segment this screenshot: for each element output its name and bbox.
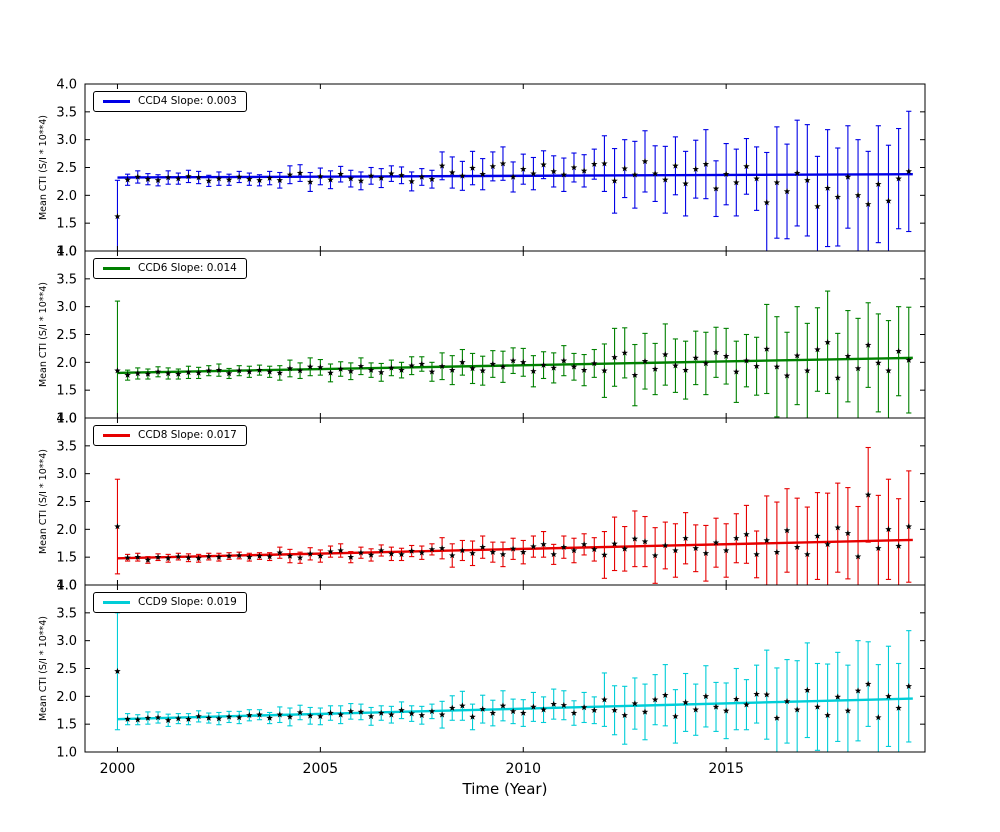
panel-ccd4 (114, 110, 913, 251)
y-tick-label: 1.0 (56, 579, 77, 594)
y-tick-label: 4.0 (56, 412, 77, 427)
y-axis-title: Mean CTI (S/I * 10**4) (38, 449, 49, 554)
x-tick-label: 2005 (303, 761, 339, 777)
fit-line-ccd8 (117, 538, 913, 560)
y-tick-label: 2.0 (56, 356, 77, 371)
y-tick-label: 3.0 (56, 300, 77, 315)
y-tick-label: 1.5 (56, 718, 77, 733)
fit-line-ccd9 (117, 697, 913, 721)
y-tick-label: 1.0 (56, 245, 77, 260)
x-tick-label: 2015 (708, 761, 744, 777)
y-tick-label: 2.5 (56, 495, 77, 510)
y-tick-label: 4.0 (56, 245, 77, 260)
y-tick-label: 3.0 (56, 133, 77, 148)
legend-ccd9: CCD9 Slope: 0.019 (93, 592, 247, 613)
x-axis-title: Time (Year) (462, 780, 548, 798)
y-tick-label: 3.5 (56, 439, 77, 454)
y-tick-label: 2.5 (56, 328, 77, 343)
y-tick-label: 1.5 (56, 384, 77, 399)
legend-label-ccd4: CCD4 Slope: 0.003 (138, 95, 237, 107)
legend-line-ccd9 (103, 600, 130, 604)
y-tick-label: 1.0 (56, 412, 77, 427)
legend-ccd8: CCD8 Slope: 0.017 (93, 425, 247, 446)
legend-line-ccd6 (103, 266, 130, 270)
legend-ccd6: CCD6 Slope: 0.014 (93, 258, 247, 279)
y-axis-title: Mean CTI (S/I * 10**4) (38, 282, 49, 387)
y-tick-label: 1.5 (56, 217, 77, 232)
legend-label-ccd9: CCD9 Slope: 0.019 (138, 596, 237, 608)
y-axis-title: Mean CTI (S/I * 10**4) (38, 115, 49, 220)
y-tick-label: 4.0 (56, 78, 77, 93)
y-tick-label: 2.0 (56, 523, 77, 538)
x-tick-label: 2000 (100, 761, 136, 777)
y-tick-label: 3.0 (56, 467, 77, 482)
panel-ccd9 (114, 612, 913, 752)
y-tick-label: 3.5 (56, 272, 77, 287)
legend-label-ccd8: CCD8 Slope: 0.017 (138, 429, 237, 441)
legend-ccd4: CCD4 Slope: 0.003 (93, 91, 247, 112)
y-axis-title: Mean CTI (S/I * 10**4) (38, 616, 49, 721)
y-tick-label: 3.0 (56, 634, 77, 649)
y-tick-label: 2.0 (56, 189, 77, 204)
legend-line-ccd4 (103, 99, 130, 103)
y-tick-label: 1.0 (56, 746, 77, 761)
panel-ccd8 (114, 446, 913, 585)
legend-line-ccd8 (103, 433, 130, 437)
y-tick-label: 1.5 (56, 551, 77, 566)
panel-ccd6 (114, 290, 913, 418)
fit-line-ccd4 (117, 172, 913, 179)
y-tick-label: 3.5 (56, 105, 77, 120)
y-tick-label: 2.0 (56, 690, 77, 705)
y-tick-label: 2.5 (56, 161, 77, 176)
legend-label-ccd6: CCD6 Slope: 0.014 (138, 262, 237, 274)
y-tick-label: 4.0 (56, 579, 77, 594)
x-tick-label: 2010 (505, 761, 541, 777)
y-tick-label: 2.5 (56, 662, 77, 677)
y-tick-label: 3.5 (56, 606, 77, 621)
